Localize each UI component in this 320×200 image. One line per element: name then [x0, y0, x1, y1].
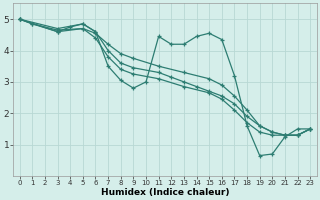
X-axis label: Humidex (Indice chaleur): Humidex (Indice chaleur) [101, 188, 229, 197]
